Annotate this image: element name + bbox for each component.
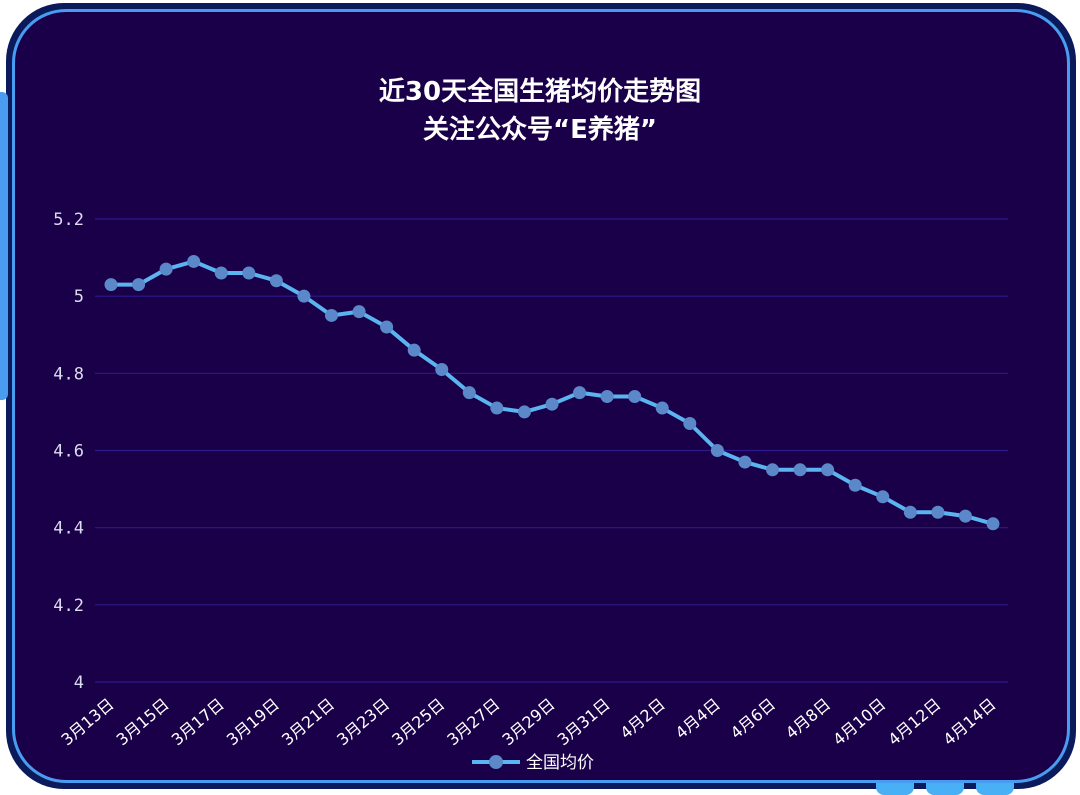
- data-point[interactable]: [104, 278, 118, 292]
- data-point[interactable]: [766, 463, 779, 477]
- y-tick-label: 4.2: [53, 596, 84, 616]
- data-point[interactable]: [958, 509, 972, 523]
- data-point[interactable]: [490, 401, 504, 415]
- y-tick-label: 4.6: [53, 442, 84, 462]
- data-point[interactable]: [848, 478, 862, 492]
- x-tick-label: 4月10日: [829, 695, 889, 750]
- data-point[interactable]: [132, 278, 146, 292]
- chart-subtitle: 关注公众号“E养猪”: [423, 114, 657, 145]
- left-accent-strip: [0, 92, 8, 400]
- data-point[interactable]: [269, 274, 283, 288]
- x-tick-label: 3月29日: [498, 695, 558, 750]
- x-tick-label: 4月8日: [782, 695, 834, 743]
- data-point[interactable]: [214, 266, 228, 280]
- series-layer: [104, 254, 1000, 531]
- y-tick-label: 4: [74, 673, 84, 693]
- legend[interactable]: 全国均价: [472, 753, 594, 773]
- data-point[interactable]: [903, 505, 917, 519]
- data-point[interactable]: [462, 386, 476, 400]
- data-point[interactable]: [876, 490, 890, 504]
- y-tick-label: 4.8: [53, 364, 84, 384]
- bottom-tab-2: [926, 783, 964, 795]
- x-tick-label: 3月21日: [278, 695, 338, 750]
- x-tick-label: 4月4日: [672, 695, 724, 743]
- x-tick-label: 3月25日: [388, 695, 448, 750]
- data-point[interactable]: [931, 505, 945, 519]
- data-point[interactable]: [573, 386, 587, 400]
- data-point[interactable]: [545, 397, 559, 411]
- y-tick-label: 5: [74, 287, 84, 307]
- x-tick-label: 4月14日: [939, 695, 999, 750]
- x-tick-label: 3月23日: [333, 695, 393, 750]
- data-point[interactable]: [297, 289, 311, 303]
- x-tick-label: 3月19日: [223, 695, 283, 750]
- data-point[interactable]: [435, 362, 449, 376]
- data-point[interactable]: [683, 416, 697, 430]
- data-point[interactable]: [793, 463, 807, 477]
- x-tick-label: 3月27日: [443, 695, 503, 750]
- chart-panel: [12, 9, 1070, 783]
- data-point[interactable]: [187, 254, 201, 268]
- x-axis: 3月13日3月15日3月17日3月19日3月21日3月23日3月25日3月27日…: [57, 695, 999, 750]
- bottom-tab-3: [976, 783, 1014, 795]
- grid-lines: [95, 218, 1008, 683]
- x-tick-label: 3月15日: [113, 695, 173, 750]
- legend-label: 全国均价: [526, 753, 594, 773]
- data-point[interactable]: [352, 305, 366, 319]
- bottom-tab-1: [876, 783, 914, 795]
- data-point[interactable]: [821, 463, 835, 477]
- y-axis: 4 4.2 4.4 4.6 4.8 5 5.2: [53, 210, 84, 693]
- x-tick-label: 4月2日: [616, 695, 668, 743]
- data-point[interactable]: [628, 389, 642, 403]
- x-tick-label: 3月17日: [168, 695, 228, 750]
- data-point[interactable]: [407, 343, 421, 357]
- x-tick-label: 3月31日: [554, 695, 614, 750]
- x-tick-label: 4月6日: [727, 695, 779, 743]
- data-point[interactable]: [517, 405, 531, 419]
- data-point[interactable]: [655, 401, 669, 415]
- data-point[interactable]: [159, 262, 173, 276]
- data-point[interactable]: [986, 517, 1000, 531]
- y-tick-label: 5.2: [53, 210, 84, 230]
- legend-marker-icon: [489, 755, 503, 769]
- x-tick-label: 4月12日: [884, 695, 944, 750]
- data-point[interactable]: [380, 320, 394, 334]
- data-point[interactable]: [710, 444, 724, 457]
- chart-title: 近30天全国生猪均价走势图: [379, 76, 701, 107]
- y-tick-label: 4.4: [53, 519, 84, 539]
- data-point[interactable]: [242, 266, 256, 280]
- data-point[interactable]: [738, 455, 752, 469]
- data-point[interactable]: [325, 308, 338, 322]
- x-tick-label: 3月13日: [57, 695, 117, 750]
- data-point[interactable]: [600, 389, 614, 403]
